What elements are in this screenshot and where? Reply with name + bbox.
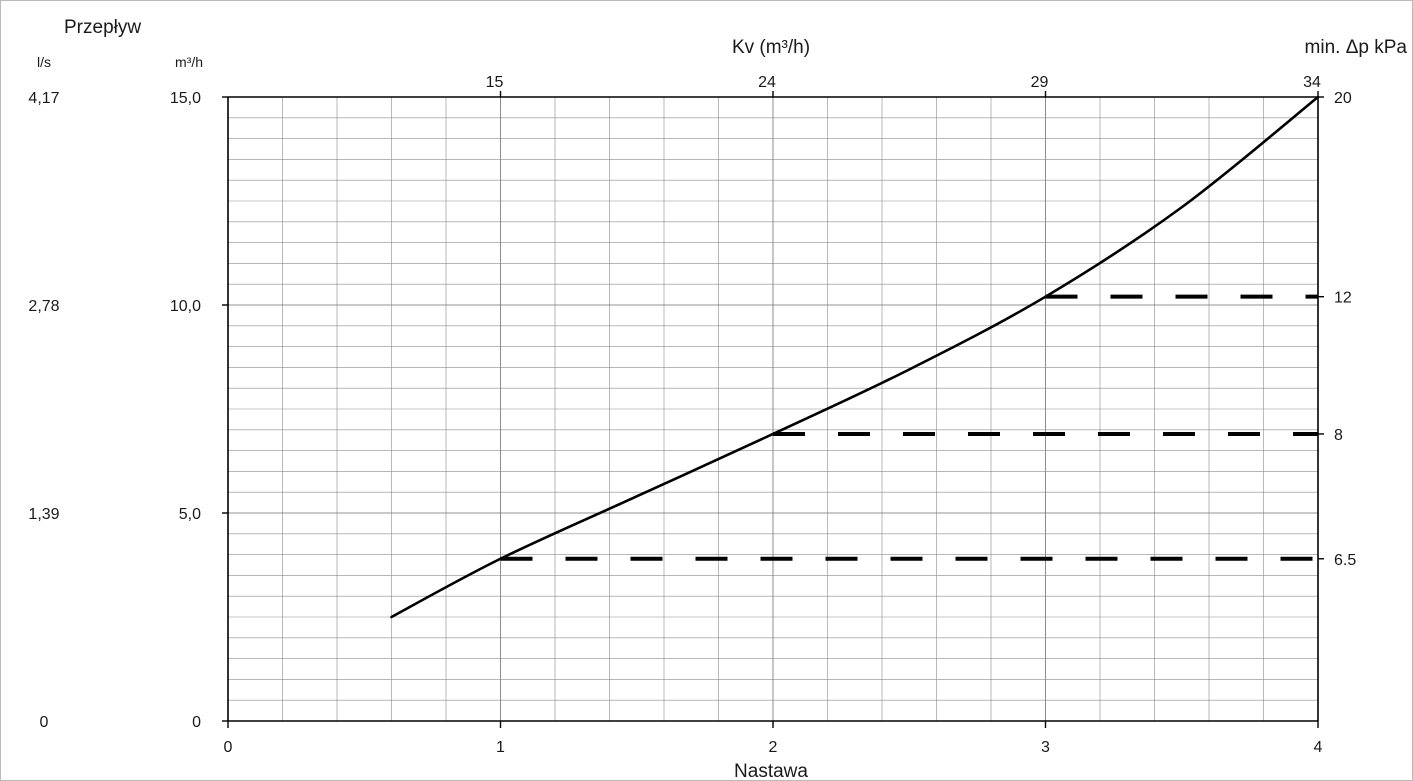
series-layer [390, 95, 1320, 619]
dp-tick-label: 20 [1334, 90, 1352, 107]
x-tick-label: 3 [1041, 739, 1050, 756]
dp-tick-label: 6.5 [1334, 552, 1356, 569]
y-tick-label-ls: 2,78 [28, 298, 59, 315]
y-tick-label-ls: 4,17 [28, 90, 59, 107]
top-axis-title: Kv (m³/h) [732, 37, 810, 58]
flow-curve [390, 95, 1320, 619]
x-axis-title: Nastawa [734, 761, 808, 781]
left-unit-m3h: m³/h [175, 54, 203, 70]
y-tick-label-m3h: 0 [192, 714, 201, 731]
x-tick-label: 0 [224, 739, 233, 756]
y-tick-label-m3h: 15,0 [170, 90, 201, 107]
y-tick-label-m3h: 10,0 [170, 298, 201, 315]
x-tick-label: 2 [769, 739, 778, 756]
y-tick-label-ls: 0 [40, 714, 49, 731]
reference-lines [500, 294, 1318, 561]
grid-lines [228, 97, 1318, 721]
y-tick-label-m3h: 5,0 [179, 506, 201, 523]
kv-tick-label: 29 [1031, 74, 1049, 91]
y-tick-label-ls: 1,39 [28, 506, 59, 523]
axes [222, 91, 1324, 728]
kv-tick-label: 24 [758, 74, 776, 91]
kv-tick-label: 15 [486, 74, 504, 91]
left-unit-ls: l/s [37, 54, 51, 70]
x-tick-label: 1 [496, 739, 505, 756]
dp-tick-label: 12 [1334, 290, 1352, 307]
dp-tick-label: 8 [1334, 427, 1343, 444]
left-title: Przepływ [64, 17, 141, 38]
x-tick-label: 4 [1314, 739, 1323, 756]
kv-tick-label: 34 [1303, 74, 1321, 91]
right-axis-title: min. Δp kPa [1305, 37, 1408, 58]
